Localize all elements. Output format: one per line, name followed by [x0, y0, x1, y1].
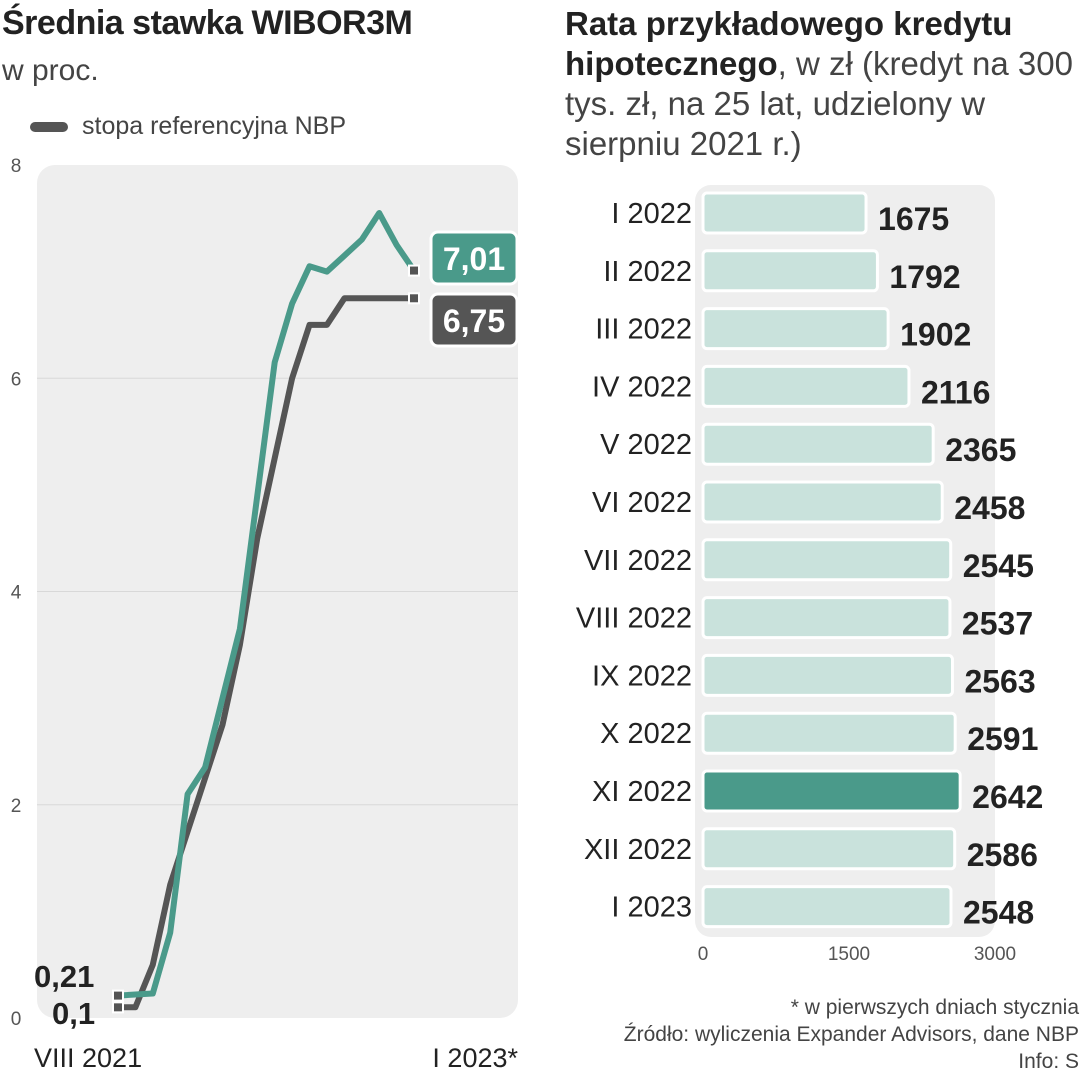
bar-category-label: VIII 2022 [576, 603, 692, 635]
end-value-label-nbp-rate: 6,75 [443, 303, 505, 339]
bar [701, 422, 935, 466]
bar [701, 364, 911, 408]
bar [701, 711, 957, 755]
bar-category-label: VII 2022 [584, 545, 692, 577]
legend: stopa referencyjna NBP [30, 112, 346, 141]
bar-value-label: 1675 [878, 201, 949, 237]
bar [701, 596, 952, 640]
bar [701, 191, 868, 235]
x-tick-label: 3000 [974, 944, 1016, 965]
right-chart-title: Rata przykładowego kredytu hipotecznego,… [565, 4, 1081, 164]
bar-value-label: 2548 [963, 895, 1034, 931]
endpoint-marker-nbp-rate [112, 1001, 124, 1014]
end-value-box-nbp-rate [429, 292, 519, 348]
start-value-label-nbp-rate: 0,1 [52, 996, 95, 1031]
bar-value-label: 2642 [972, 779, 1043, 815]
bar-value-label: 2586 [967, 837, 1038, 873]
info-note: Info: S [1018, 1050, 1079, 1073]
y-tick-label: 2 [11, 796, 22, 817]
bar-category-label: IX 2022 [592, 660, 692, 692]
left-chart-title: Średnia stawka WIBOR3M [2, 4, 413, 42]
bar [701, 249, 879, 293]
right-title-bold: Rata przykładowego kredytu hipotecznego [565, 5, 1013, 82]
endpoint-marker-wibor3m [408, 264, 420, 277]
bar-value-label: 2365 [945, 432, 1016, 468]
y-tick-label: 0 [11, 1009, 22, 1030]
bar-category-label: XI 2022 [592, 776, 692, 808]
x-label-start: VIII 2021 [34, 1043, 142, 1073]
bar [701, 307, 890, 351]
bar [701, 885, 953, 929]
bar-value-label: 1792 [889, 259, 960, 295]
bar-value-label: 2545 [963, 548, 1034, 584]
end-value-label-wibor3m: 7,01 [443, 241, 505, 277]
footnote: * w pierwszych dniach stycznia Źródło: w… [624, 994, 1079, 1075]
bar-value-label: 2591 [967, 721, 1038, 757]
bar-category-label: X 2022 [600, 718, 692, 750]
bar-value-label: 2563 [964, 663, 1035, 699]
left-chart-subtitle: w proc. [2, 54, 99, 87]
bar [701, 538, 953, 582]
bar-value-label: 2537 [962, 606, 1033, 642]
right-title-rest: , w zł (kredyt na 300 tys. zł, na 25 lat… [565, 45, 1073, 162]
bar-category-label: I 2023 [611, 892, 692, 924]
legend-label-nbp: stopa referencyjna NBP [82, 112, 347, 140]
endpoint-marker-wibor3m [112, 989, 124, 1002]
bar-category-label: VI 2022 [592, 487, 692, 519]
x-tick-label: 1500 [828, 944, 870, 965]
bar-category-label: III 2022 [595, 314, 692, 346]
x-label-end: I 2023* [432, 1043, 518, 1073]
bar [701, 827, 957, 871]
x-tick-label: 0 [698, 944, 709, 965]
legend-swatch-nbp [30, 121, 68, 132]
y-tick-label: 8 [11, 156, 22, 177]
series-line-wibor3m [115, 210, 417, 999]
source-note: Źródło: wyliczenia Expander Advisors, da… [623, 1023, 1079, 1046]
y-tick-label: 6 [11, 369, 22, 390]
bar [701, 769, 962, 813]
bar-category-label: I 2022 [611, 198, 692, 230]
bar-value-label: 2458 [954, 490, 1025, 526]
bar [701, 480, 944, 524]
start-value-label-wibor3m: 0,21 [34, 959, 94, 994]
series-line-nbp-rate [115, 295, 417, 1011]
end-value-box-wibor3m [429, 230, 519, 286]
bar-category-label: II 2022 [603, 256, 692, 288]
bar-value-label: 1902 [900, 317, 971, 353]
bar-category-label: IV 2022 [592, 371, 692, 403]
bar-category-label: V 2022 [600, 429, 692, 461]
bar-category-label: XII 2022 [584, 834, 692, 866]
bar-value-label: 2116 [921, 374, 990, 410]
y-tick-label: 4 [11, 583, 22, 604]
endpoint-marker-nbp-rate [408, 292, 420, 305]
bar [701, 653, 954, 697]
footnote-asterisk: * w pierwszych dniach stycznia [790, 996, 1079, 1019]
